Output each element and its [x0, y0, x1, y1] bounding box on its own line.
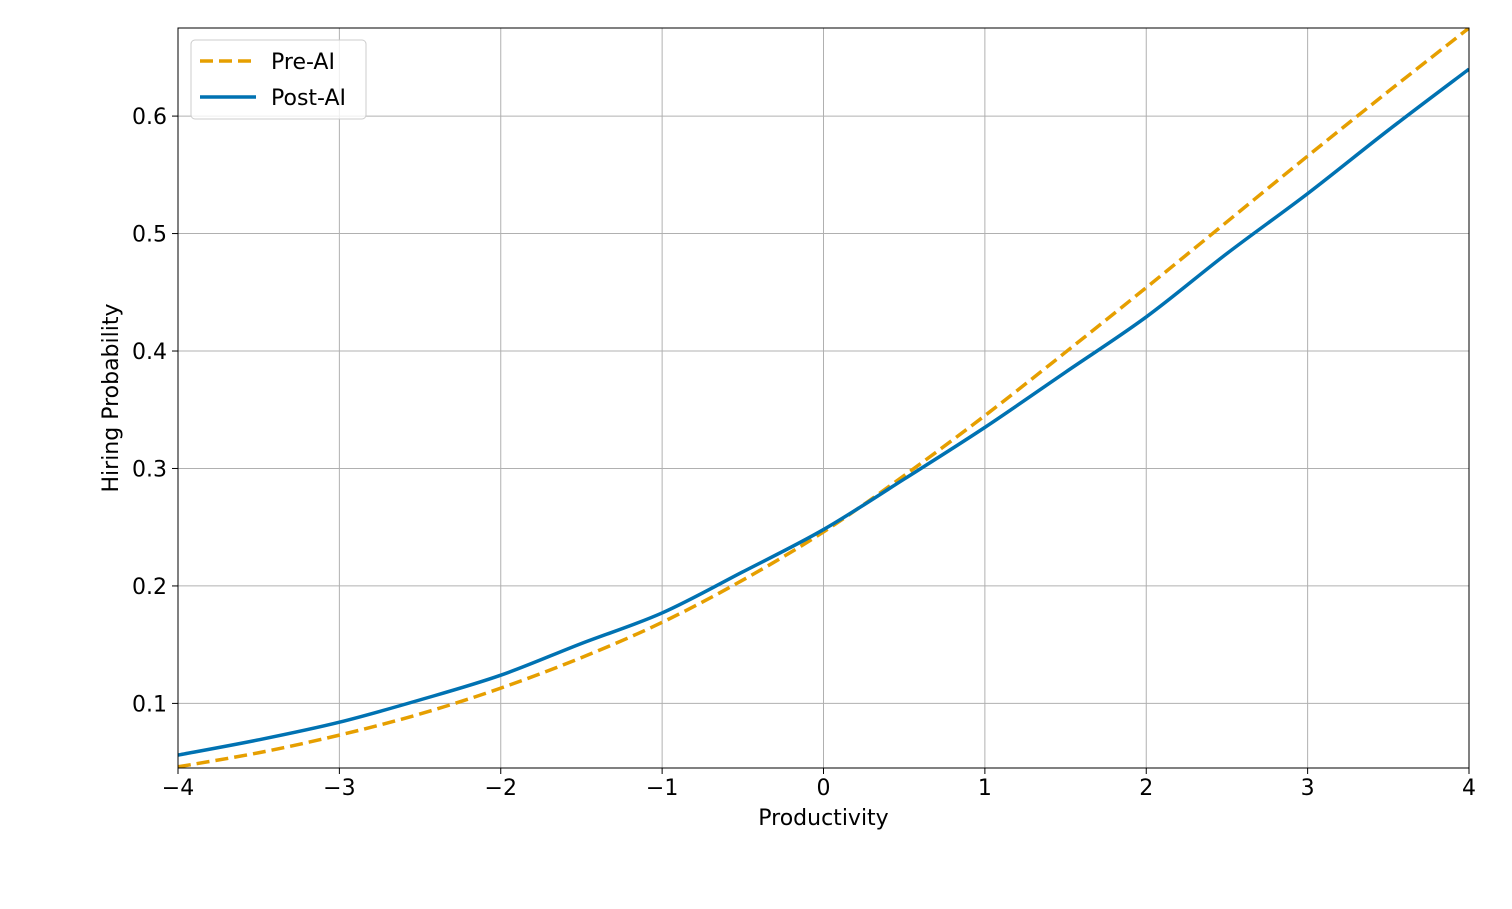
- x-tick-label: 1: [978, 776, 992, 801]
- x-axis-label: Productivity: [758, 806, 888, 831]
- x-tick-label: −2: [485, 776, 517, 801]
- y-tick-label: 0.1: [132, 692, 167, 717]
- x-tick-label: −4: [162, 776, 194, 801]
- y-tick-label: 0.2: [132, 575, 167, 600]
- x-tick-label: −3: [323, 776, 355, 801]
- y-tick-label: 0.6: [132, 105, 167, 130]
- legend-label-pre-ai: Pre-AI: [271, 50, 335, 75]
- x-tick-label: 2: [1139, 776, 1153, 801]
- legend: Pre-AI Post-AI: [190, 39, 367, 120]
- series-layer: [178, 28, 1469, 768]
- x-tick-label: 3: [1301, 776, 1315, 801]
- axis-ticks: −4 −3 −2 −1 0 1 2 3 4 0.1 0.2 0.3 0.4 0.5 0.6: [132, 105, 1476, 801]
- series-line-post-ai: [178, 67, 1469, 757]
- x-tick-label: −1: [646, 776, 678, 801]
- y-tick-label: 0.5: [132, 223, 167, 248]
- legend-box: [190, 39, 367, 120]
- x-tick-label: 0: [817, 776, 831, 801]
- series-line-pre-ai: [178, 28, 1469, 768]
- legend-label-post-ai: Post-AI: [271, 86, 346, 111]
- y-tick-label: 0.4: [132, 340, 167, 365]
- y-tick-label: 0.3: [132, 457, 167, 482]
- y-axis-label: Hiring Probability: [99, 303, 124, 492]
- x-tick-label: 4: [1462, 776, 1476, 801]
